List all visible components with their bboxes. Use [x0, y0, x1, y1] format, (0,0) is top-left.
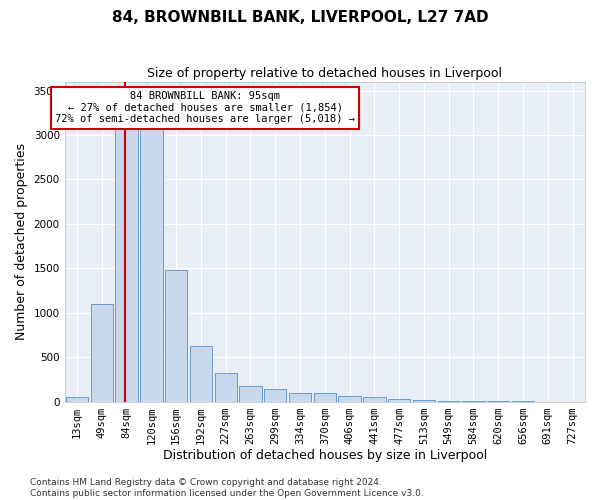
Bar: [140, 100, 163, 402]
Bar: [215, 373, 237, 402]
Bar: [115, 100, 138, 402]
Bar: [363, 397, 386, 402]
Bar: [264, 388, 286, 402]
Bar: [289, 392, 311, 402]
Text: 84, BROWNBILL BANK, LIVERPOOL, L27 7AD: 84, BROWNBILL BANK, LIVERPOOL, L27 7AD: [112, 10, 488, 25]
Bar: [338, 396, 361, 402]
Bar: [190, 346, 212, 402]
Title: Size of property relative to detached houses in Liverpool: Size of property relative to detached ho…: [148, 68, 502, 80]
Y-axis label: Number of detached properties: Number of detached properties: [15, 143, 28, 340]
Bar: [66, 397, 88, 402]
Bar: [165, 270, 187, 402]
Bar: [413, 400, 435, 402]
Text: 84 BROWNBILL BANK: 95sqm
← 27% of detached houses are smaller (1,854)
72% of sem: 84 BROWNBILL BANK: 95sqm ← 27% of detach…: [55, 92, 355, 124]
Bar: [239, 386, 262, 402]
X-axis label: Distribution of detached houses by size in Liverpool: Distribution of detached houses by size …: [163, 450, 487, 462]
Bar: [314, 392, 336, 402]
Bar: [388, 399, 410, 402]
Bar: [91, 304, 113, 402]
Text: Contains HM Land Registry data © Crown copyright and database right 2024.
Contai: Contains HM Land Registry data © Crown c…: [30, 478, 424, 498]
